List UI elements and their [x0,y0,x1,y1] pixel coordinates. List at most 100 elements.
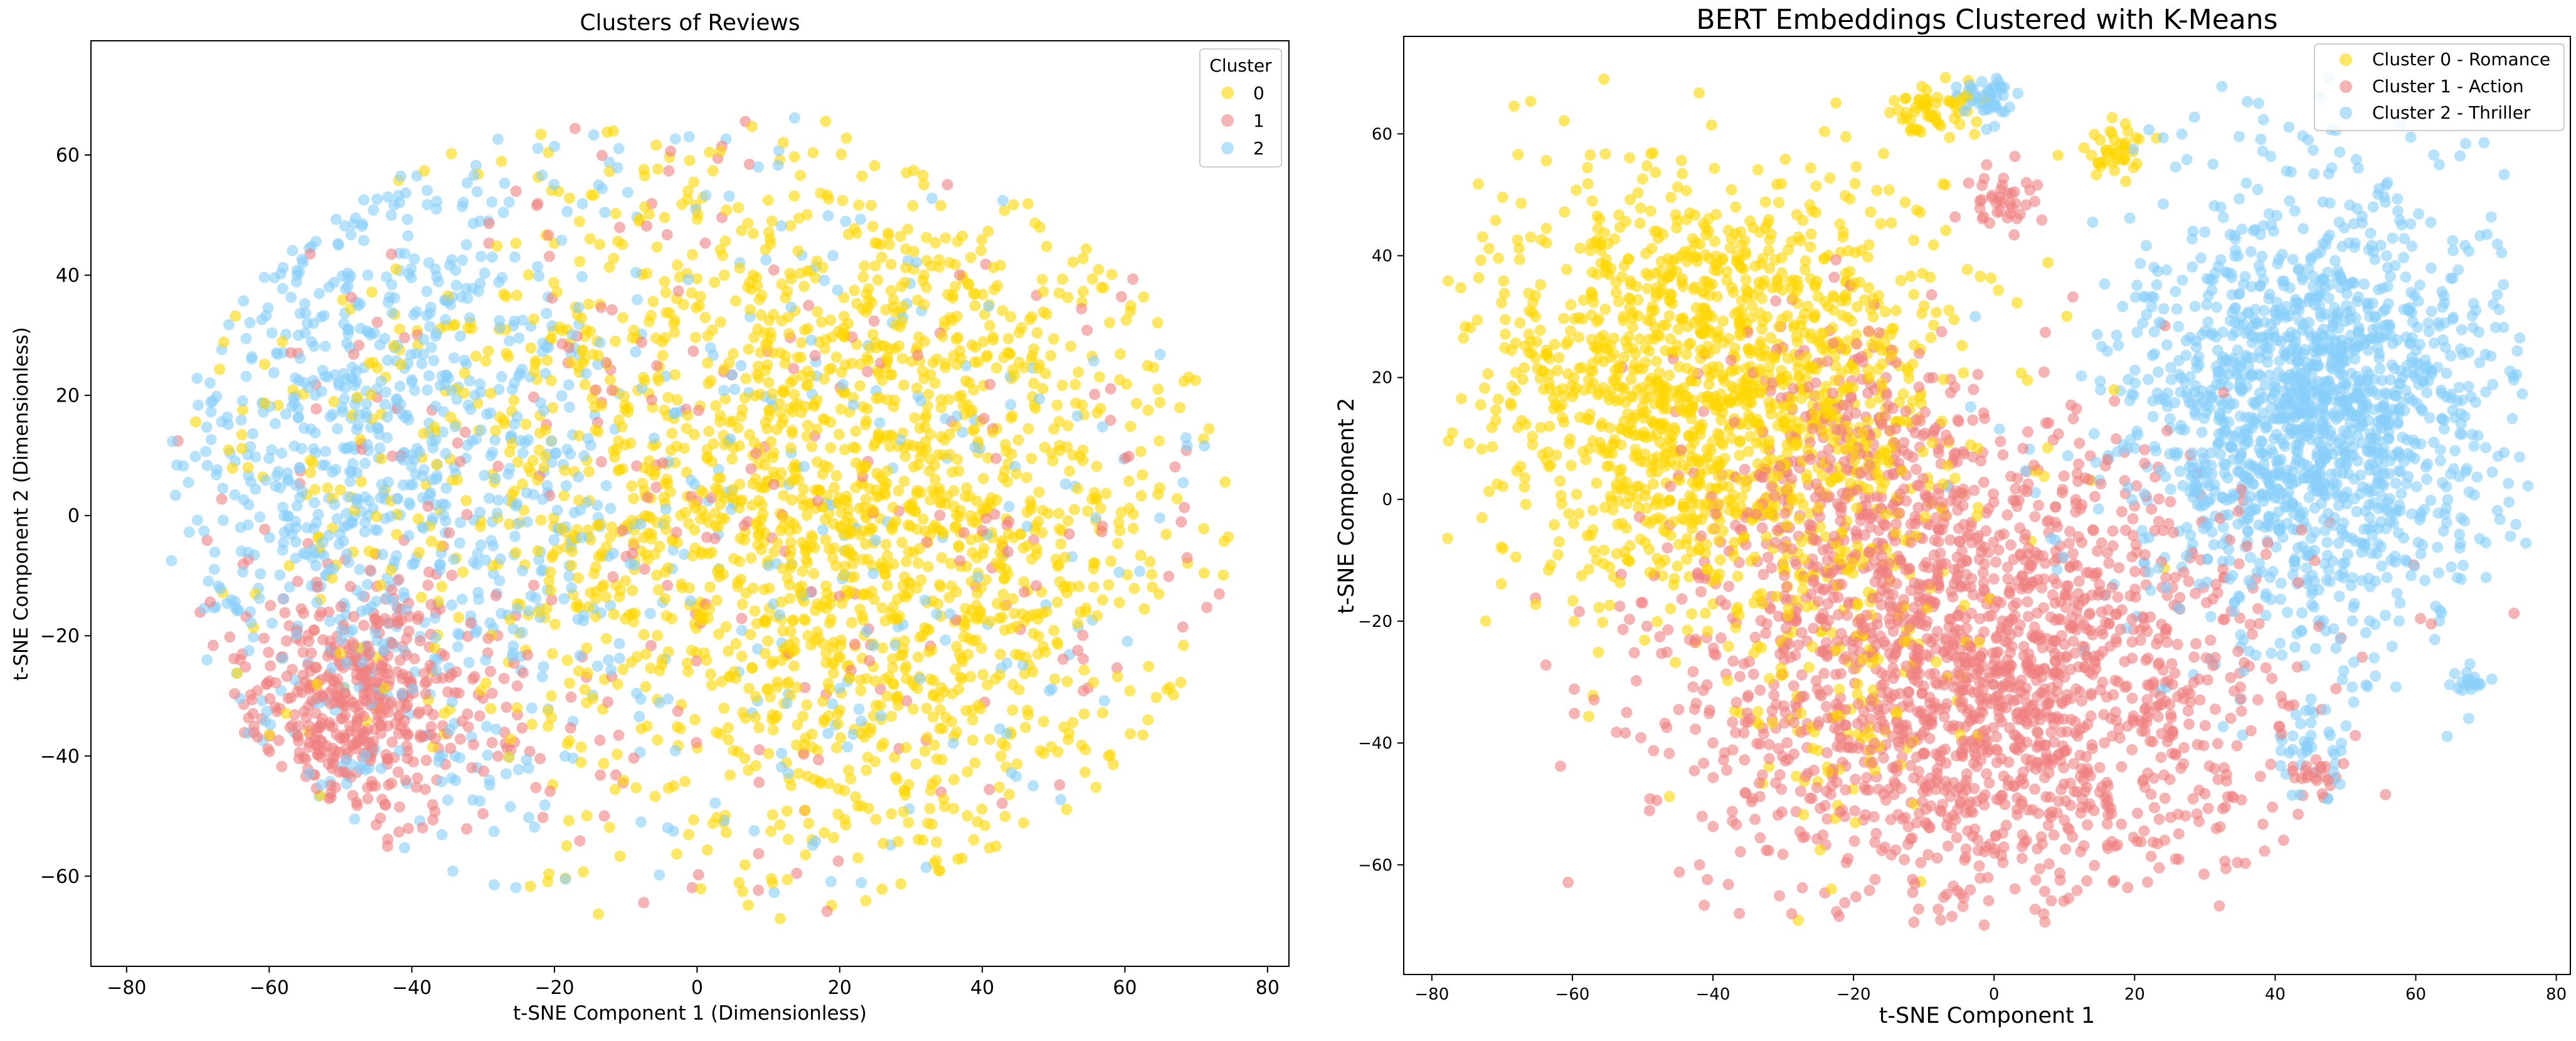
chart-left-point [223,444,235,456]
chart-left-point [561,206,573,218]
chart-left-point [907,200,919,211]
chart-left-point [504,446,516,458]
chart-left-point [1019,586,1031,598]
chart-left-point [1032,631,1044,643]
chart-left-point [987,334,999,346]
chart-left-point [282,510,294,522]
chart-left-point [853,703,865,715]
chart-left-point [662,693,674,705]
chart-left-point [977,336,989,348]
chart-left-point [714,244,726,256]
chart-left-point [477,808,489,819]
chart-left-point [788,190,800,202]
chart-left-point [242,547,254,558]
chart-left-point [575,531,587,543]
chart-left-point [910,758,922,770]
chart-left-point [358,710,369,722]
chart-left-point [1199,440,1211,452]
chart-left-point [506,651,518,663]
chart-left-point [311,678,323,690]
chart-left-point [887,501,899,513]
chart-right-point [1981,159,1993,171]
chart-left-point [822,727,834,739]
chart-left-point [573,430,585,442]
chart-left-point [243,644,255,656]
chart-left-point [1088,581,1100,593]
chart-left-point [705,375,717,387]
chart-left-point [788,151,800,163]
chart-left-point [687,345,699,357]
chart-left-point [785,779,797,791]
chart-left-point [311,597,323,609]
chart-left-point [651,360,663,371]
chart-left-point [1115,348,1126,360]
chart-left-point [266,327,278,339]
chart-left-point [262,743,273,755]
chart-left-point [333,538,345,550]
chart-left-point [536,345,548,357]
chart-left-point [749,390,761,402]
chart-left-point [393,574,405,585]
chart-left-point [788,660,800,672]
chart-left-point [912,833,924,845]
chart-left-point [419,783,431,795]
chart-left-point [1113,567,1125,578]
chart-right-point [2172,808,2184,820]
chart-left-point [574,835,586,846]
chart-right-point [1972,368,1984,380]
chart-left-point [1055,794,1067,806]
chart-left-point [675,723,686,735]
chart-left-point [582,432,594,444]
chart-left-point [368,735,379,747]
chart-left-point [600,633,612,644]
chart-right-point [1839,897,1851,909]
chart-left-point [580,368,592,380]
chart-left-point [201,654,213,666]
chart-left-point [926,193,938,205]
chart-left-point [530,782,542,793]
chart-left-point [872,274,884,286]
chart-left-point [475,250,487,262]
chart-left-point [230,310,241,322]
chart-left-point [669,326,681,338]
chart-left-point [457,196,469,208]
chart-left-point [827,250,839,262]
chart-left-point [682,518,694,530]
chart-left-point [753,884,765,896]
chart-left-point [394,323,405,335]
chart-left-point [299,327,311,339]
chart-left-point [763,227,775,238]
chart-left-point [408,454,420,466]
chart-right-point [1495,578,1507,590]
chart-left-point [864,654,875,666]
chart-left-point [509,418,520,430]
chart-left-point [997,195,1009,206]
chart-left-point [815,777,827,789]
chart-left-point [921,255,933,267]
chart-right-point [1707,772,1719,784]
chart-left-point [592,520,604,531]
chart-left-point [224,631,236,643]
chart-left-point [785,545,797,557]
chart-left-point [898,806,909,818]
chart-left-point [1017,542,1029,554]
chart-left-point [329,498,341,510]
chart-right-point [2434,455,2446,467]
chart-left-point [440,314,452,326]
chart-left-point [682,274,694,286]
chart-left-point [706,679,718,691]
chart-left-point [660,610,672,622]
chart-left-point [638,629,650,641]
chart-left-point [385,210,397,221]
chart-left-point [1125,728,1137,740]
chart-left-point [1072,483,1084,494]
chart-left-point [709,520,721,531]
chart-left-point [1076,303,1088,314]
chart-left-point [894,610,906,622]
chart-left-point [236,442,248,454]
chart-left-point [735,410,747,422]
chart-left-point [807,147,819,159]
chart-left-point [1134,565,1146,577]
chart-left-point [876,884,888,895]
chart-left-point [456,715,468,727]
